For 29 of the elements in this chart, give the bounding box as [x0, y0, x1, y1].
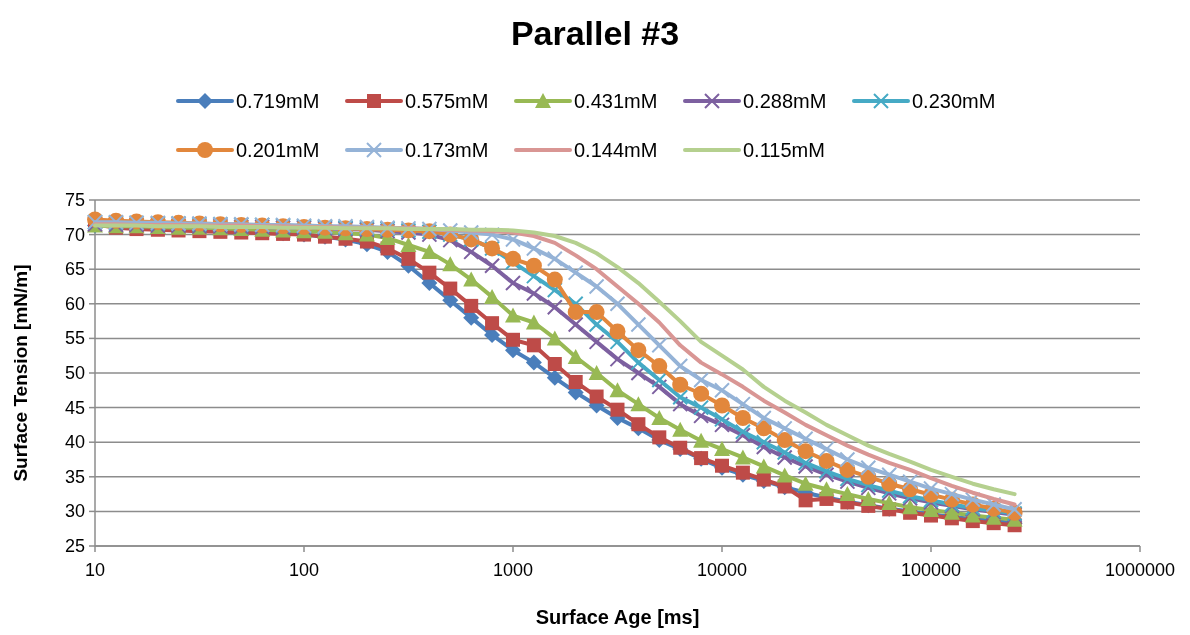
y-tick-label: 60: [64, 293, 85, 314]
legend-label: 0.288mM: [743, 90, 827, 112]
chart-title: Parallel #3: [510, 14, 680, 52]
legend-label: 0.431mM: [574, 90, 658, 112]
legend-label: 0.575mM: [405, 90, 489, 112]
x-tick-label: 1000: [492, 560, 534, 580]
legend-label: 0.201mM: [236, 139, 320, 161]
x-tick-label: 10: [84, 560, 106, 580]
y-tick-label: 75: [64, 190, 85, 210]
legend-label: 0.719mM: [236, 90, 320, 112]
y-tick-label: 45: [64, 397, 85, 418]
y-tick-label: 30: [64, 501, 85, 522]
legend-label: 0.115mM: [743, 139, 825, 161]
x-tick-label: 10000: [696, 560, 748, 580]
legend-label: 0.144mM: [574, 139, 658, 161]
y-tick-label: 65: [64, 259, 85, 280]
x-axis-title: Surface Age [ms]: [535, 606, 700, 628]
y-tick-label: 35: [64, 466, 85, 487]
x-tick-label: 100: [288, 560, 320, 580]
legend-label: 0.230mM: [912, 90, 996, 112]
y-tick-label: 55: [64, 328, 85, 349]
x-tick-label: 100000: [900, 560, 962, 580]
x-tick-label: 1000000: [1104, 560, 1176, 580]
y-tick-label: 50: [64, 363, 85, 383]
y-tick-label: 40: [64, 432, 85, 453]
y-tick-label: 25: [64, 536, 85, 556]
y-tick-label: 70: [64, 224, 85, 245]
y-axis-title: Surface Tension [mN/m]: [10, 264, 31, 482]
legend-label: 0.173mM: [405, 139, 489, 161]
